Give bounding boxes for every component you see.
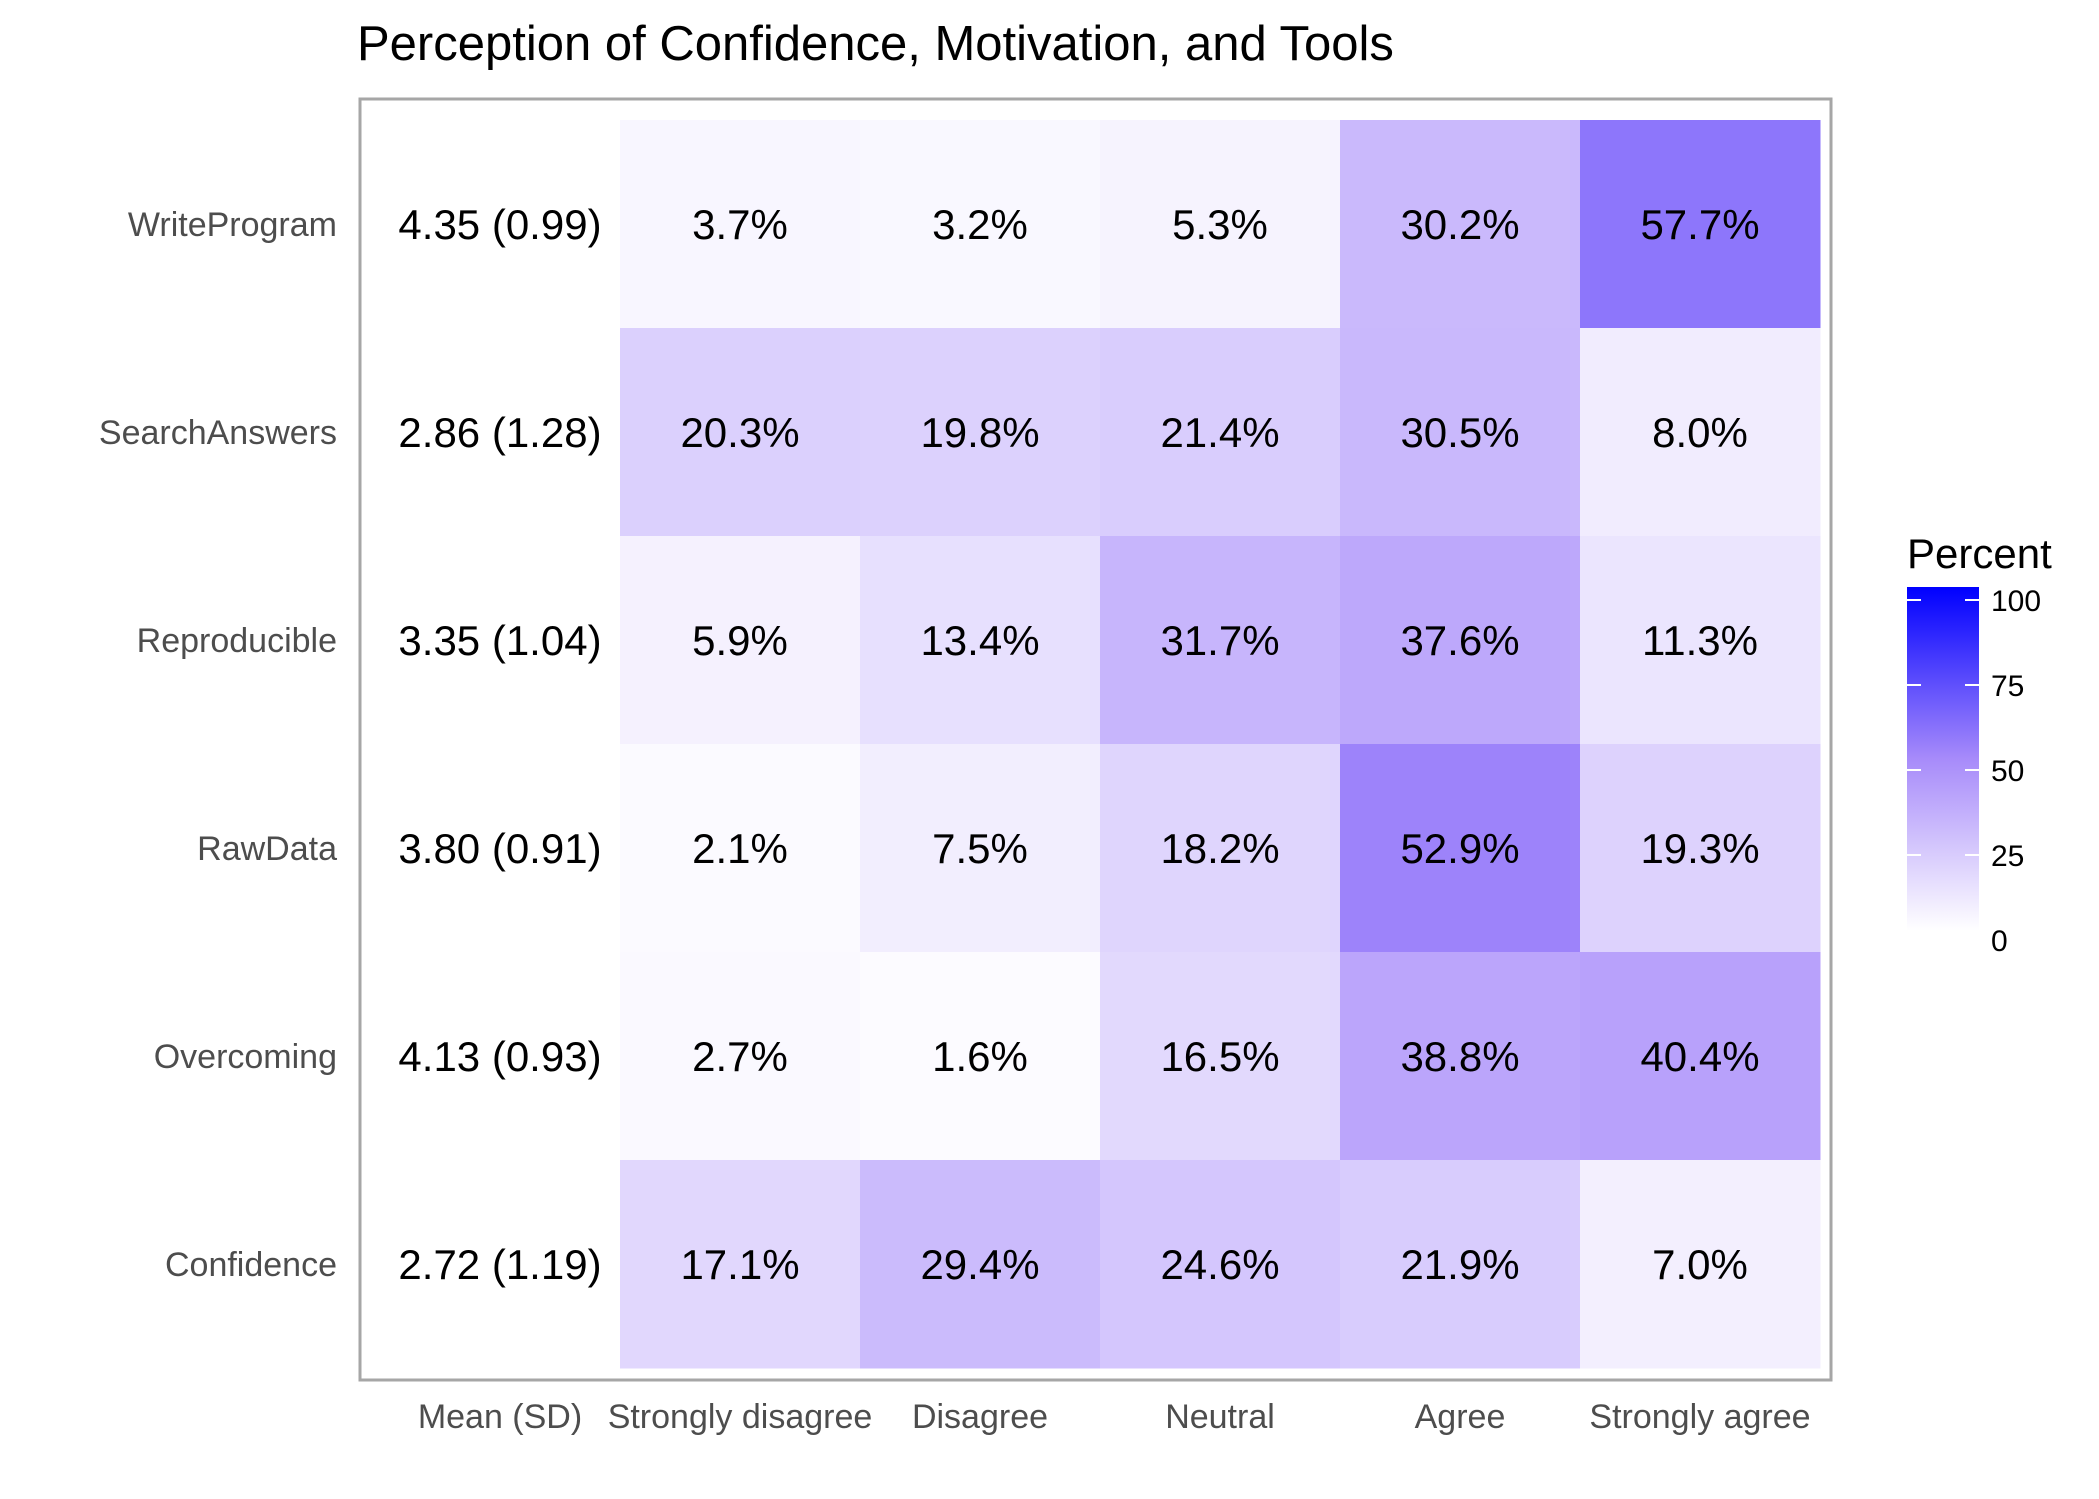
heatmap-cell [860,744,1101,953]
cell-value-label: 17.1% [680,1241,799,1288]
cell-value-label: 3.2% [932,201,1028,248]
heatmap-cell [1100,1160,1341,1369]
row-label: Confidence [165,1246,337,1284]
column-label: Strongly agree [1589,1398,1810,1436]
heatmap-cell [1580,328,1821,537]
heatmap-cell [620,120,861,329]
legend-title: Percent [1907,530,2052,577]
panel-border [358,97,1833,1382]
mean-sd-label: 4.35 (0.99) [398,201,601,248]
legend: Percent 0 25 50 75 100 [1907,530,2052,958]
heatmap-cell [1340,120,1581,329]
cell-value-label: 52.9% [1400,825,1519,872]
heatmap-cell [620,952,861,1161]
legend-tick-label: 50 [1991,755,2024,788]
heatmap-cell [620,536,861,745]
column-label: Agree [1415,1398,1506,1436]
row-labels: WriteProgram SearchAnswers Reproducible Raw… [99,206,337,1284]
cell-value-label: 5.9% [692,617,788,664]
column-label: Disagree [912,1398,1048,1436]
cell-value-label: 21.4% [1160,409,1279,456]
cell-value-label: 5.3% [1172,201,1268,248]
cell-value-label: 18.2% [1160,825,1279,872]
mean-sd-label: 2.72 (1.19) [398,1241,601,1288]
heatmap-cell [1100,120,1341,329]
cell-value-label: 1.6% [932,1033,1028,1080]
heatmap-cell [1100,328,1341,537]
mean-sd-label: 3.80 (0.91) [398,825,601,872]
cell-value-label: 7.0% [1652,1241,1748,1288]
chart-title: Perception of Confidence, Motivation, an… [357,17,1394,71]
mean-sd-labels: 4.35 (0.99) 2.86 (1.28) 3.35 (1.04) 3.80 (0… [398,201,601,1288]
column-label-mean-sd: Mean (SD) [418,1398,582,1436]
cell-value-label: 57.7% [1640,201,1759,248]
cell-value-label: 7.5% [932,825,1028,872]
heatmap-cell [620,744,861,953]
legend-colorbar [1907,587,1979,931]
heatmap-cell [1340,1160,1581,1369]
cell-value-label: 2.1% [692,825,788,872]
heatmap-cell [860,952,1101,1161]
heatmap-cell [1340,952,1581,1161]
legend-tick-label: 25 [1991,840,2024,873]
heatmap-cell [1580,536,1821,745]
cell-value-label: 37.6% [1400,617,1519,664]
cell-value-label: 2.7% [692,1033,788,1080]
cell-value-label: 21.9% [1400,1241,1519,1288]
cell-value-label: 38.8% [1400,1033,1519,1080]
mean-sd-label: 3.35 (1.04) [398,617,601,664]
heatmap-cells [620,120,1821,1369]
row-label: RawData [197,830,337,868]
cell-value-label: 20.3% [680,409,799,456]
cell-value-label: 24.6% [1160,1241,1279,1288]
row-label: Reproducible [137,622,337,660]
heatmap-cell [1340,744,1581,953]
heatmap-cell [1580,1160,1821,1369]
legend-tick-label: 0 [1991,925,2008,958]
row-label: WriteProgram [128,206,337,244]
heatmap-cell-labels: 3.7% 3.2% 5.3% 30.2% 57.7% 20.3% 19.8% 21.4% 30.… [680,201,1759,1288]
heatmap-cell [1340,328,1581,537]
cell-value-label: 30.5% [1400,409,1519,456]
cell-value-label: 16.5% [1160,1033,1279,1080]
legend-tick-label: 75 [1991,670,2024,703]
heatmap-cell [1580,120,1821,329]
column-label: Strongly disagree [608,1398,873,1436]
cell-value-label: 3.7% [692,201,788,248]
cell-value-label: 19.3% [1640,825,1759,872]
cell-value-label: 30.2% [1400,201,1519,248]
heatmap-cell [1580,744,1821,953]
heatmap-cell [1100,536,1341,745]
cell-value-label: 11.3% [1642,617,1758,664]
heatmap-cell [620,1160,861,1369]
heatmap-cell [860,120,1101,329]
cell-value-label: 19.8% [920,409,1039,456]
legend-tick-label: 100 [1991,585,2041,618]
row-label: SearchAnswers [99,414,337,452]
cell-value-label: 31.7% [1160,617,1279,664]
column-labels: Mean (SD) Strongly disagree Disagree Neutr… [418,1398,1811,1436]
heatmap-cell [1340,536,1581,745]
heatmap-cell [1100,744,1341,953]
row-label: Overcoming [154,1038,337,1076]
heatmap-cell [860,536,1101,745]
cell-value-label: 40.4% [1640,1033,1759,1080]
column-label: Neutral [1165,1398,1275,1436]
heatmap-cell [620,328,861,537]
heatmap-cell [860,328,1101,537]
heatmap-cell [860,1160,1101,1369]
cell-value-label: 13.4% [920,617,1039,664]
mean-sd-label: 2.86 (1.28) [398,409,601,456]
mean-sd-label: 4.13 (0.93) [398,1033,601,1080]
cell-value-label: 8.0% [1652,409,1748,456]
heatmap-cell [1100,952,1341,1161]
heatmap-cell [1580,952,1821,1161]
cell-value-label: 29.4% [920,1241,1039,1288]
